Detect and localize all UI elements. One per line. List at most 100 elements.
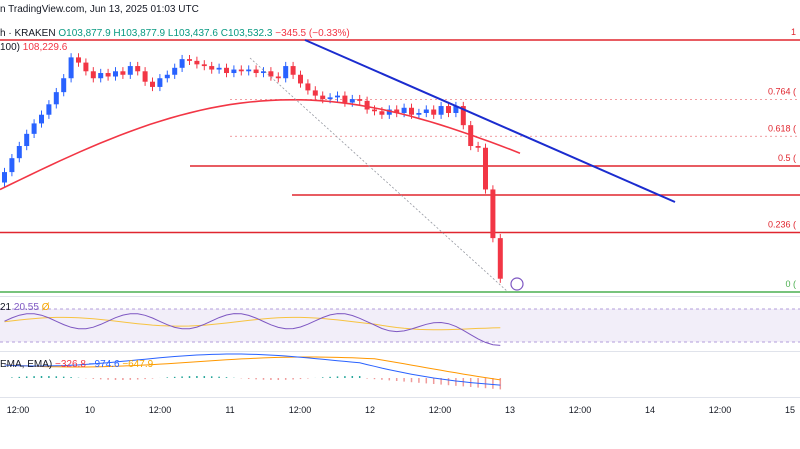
candle-body-36 bbox=[268, 71, 274, 77]
candle-body-17 bbox=[127, 66, 133, 75]
candle-body-43 bbox=[320, 95, 326, 100]
x-tick-8: 12:00 bbox=[569, 405, 592, 415]
candle-body-13 bbox=[98, 73, 104, 79]
x-tick-4: 12:00 bbox=[289, 405, 312, 415]
candle-body-67 bbox=[497, 238, 503, 279]
candle-body-45 bbox=[335, 95, 340, 98]
candle-body-38 bbox=[283, 66, 289, 79]
candle-body-22 bbox=[164, 74, 170, 79]
x-tick-9: 14 bbox=[645, 405, 655, 415]
projection-line bbox=[249, 57, 509, 293]
candle-body-52 bbox=[386, 109, 392, 115]
candle-body-23 bbox=[172, 67, 178, 75]
fib-label-2: 0.618 ( bbox=[768, 123, 796, 133]
fib-label-5: 0 ( bbox=[785, 279, 796, 289]
candle-body-12 bbox=[90, 71, 96, 79]
trend-line bbox=[304, 39, 676, 203]
candle-body-11 bbox=[83, 62, 89, 72]
x-tick-11: 15 bbox=[785, 405, 795, 415]
candle-body-42 bbox=[312, 90, 318, 96]
candle-body-65 bbox=[483, 147, 488, 190]
symbol-suffix: h · KRAKEN bbox=[0, 28, 56, 39]
rsi-band bbox=[0, 309, 800, 342]
candle-body-0 bbox=[2, 172, 7, 183]
candle-body-60 bbox=[446, 106, 451, 113]
high-value: H103,877.9 bbox=[113, 28, 166, 39]
candle-body-64 bbox=[475, 146, 481, 148]
ma100-line bbox=[0, 99, 521, 191]
macd-signal: −647.9 bbox=[122, 359, 154, 370]
candle-body-29 bbox=[216, 67, 222, 70]
rsi-ma-line bbox=[4, 316, 501, 331]
candle-body-3 bbox=[24, 133, 30, 147]
candle-body-41 bbox=[305, 83, 311, 91]
candle-body-37 bbox=[275, 76, 281, 79]
rsi-legend: 21 20.55 Ø bbox=[0, 302, 50, 313]
candle-body-58 bbox=[431, 109, 437, 115]
candle-body-57 bbox=[423, 109, 429, 113]
candle-body-18 bbox=[135, 66, 141, 72]
x-tick-3: 11 bbox=[225, 405, 234, 415]
candle-body-5 bbox=[39, 114, 44, 124]
candle-body-19 bbox=[142, 71, 148, 82]
candle-body-2 bbox=[16, 146, 22, 159]
ma-legend: 100) 108,229.6 bbox=[0, 42, 67, 53]
candle-body-51 bbox=[379, 111, 385, 115]
x-tick-1: 10 bbox=[85, 405, 95, 415]
candle-body-20 bbox=[150, 81, 155, 87]
candle-body-62 bbox=[460, 106, 466, 126]
candle-body-30 bbox=[224, 67, 229, 74]
pane-separator-rsi bbox=[0, 296, 800, 297]
candle-body-10 bbox=[76, 57, 81, 63]
alert-marker bbox=[510, 277, 524, 291]
candle-body-55 bbox=[409, 107, 414, 115]
candle-body-47 bbox=[349, 99, 355, 103]
change-value: −345.5 (−0.33%) bbox=[275, 28, 350, 39]
fib-label-4: 0.236 ( bbox=[768, 220, 796, 230]
fib-label-3: 0.5 ( bbox=[778, 153, 796, 163]
candle-body-35 bbox=[261, 71, 266, 74]
ma-prefix: 100) bbox=[0, 42, 21, 53]
candle-body-40 bbox=[298, 74, 303, 84]
ohlc-legend: h · KRAKEN O103,877.9 H103,877.9 L103,43… bbox=[0, 28, 350, 39]
rsi-line bbox=[4, 313, 501, 346]
macd-label: EMA, EMA) bbox=[0, 359, 53, 370]
candle-body-34 bbox=[253, 69, 259, 74]
candle-body-4 bbox=[31, 123, 37, 134]
candle-body-16 bbox=[120, 71, 126, 75]
rsi-prefix: 21 bbox=[0, 302, 12, 313]
candle-body-44 bbox=[327, 97, 333, 100]
candle-body-31 bbox=[231, 69, 237, 74]
macd-hist: −326.8 bbox=[55, 359, 86, 370]
x-tick-2: 12:00 bbox=[149, 405, 172, 415]
candle-body-27 bbox=[201, 64, 207, 67]
candle-body-46 bbox=[342, 95, 348, 103]
candle-body-32 bbox=[238, 69, 244, 72]
close-value: C103,532.3 bbox=[220, 28, 273, 39]
chart-source-line: n TradingView.com, Jun 13, 2025 01:03 UT… bbox=[0, 4, 199, 15]
candle-body-49 bbox=[364, 100, 370, 110]
candle-body-7 bbox=[53, 92, 59, 105]
open-value: O103,877.9 bbox=[58, 28, 111, 39]
low-value: L103,437.6 bbox=[167, 28, 218, 39]
fib-label-1: 0.764 ( bbox=[768, 86, 796, 96]
macd-legend: EMA, EMA) −326.8 −974.6 −647.9 bbox=[0, 359, 153, 370]
x-tick-5: 12 bbox=[365, 405, 375, 415]
macd-signal-line bbox=[4, 356, 501, 381]
candle-body-15 bbox=[113, 71, 118, 77]
candle-body-9 bbox=[68, 57, 74, 79]
candle-body-8 bbox=[61, 78, 67, 93]
candle-body-56 bbox=[416, 112, 422, 115]
x-tick-10: 12:00 bbox=[709, 405, 732, 415]
pane-separator-macd bbox=[0, 351, 800, 352]
time-axis-border bbox=[0, 397, 800, 398]
x-tick-6: 12:00 bbox=[429, 405, 452, 415]
candle-body-21 bbox=[157, 78, 163, 87]
fib-label-0: 1 bbox=[791, 27, 796, 37]
candle-body-59 bbox=[438, 106, 444, 115]
candle-body-26 bbox=[194, 60, 200, 65]
macd-main-line bbox=[4, 353, 501, 386]
candle-body-28 bbox=[209, 66, 215, 70]
macd-line: −974.6 bbox=[88, 359, 120, 370]
